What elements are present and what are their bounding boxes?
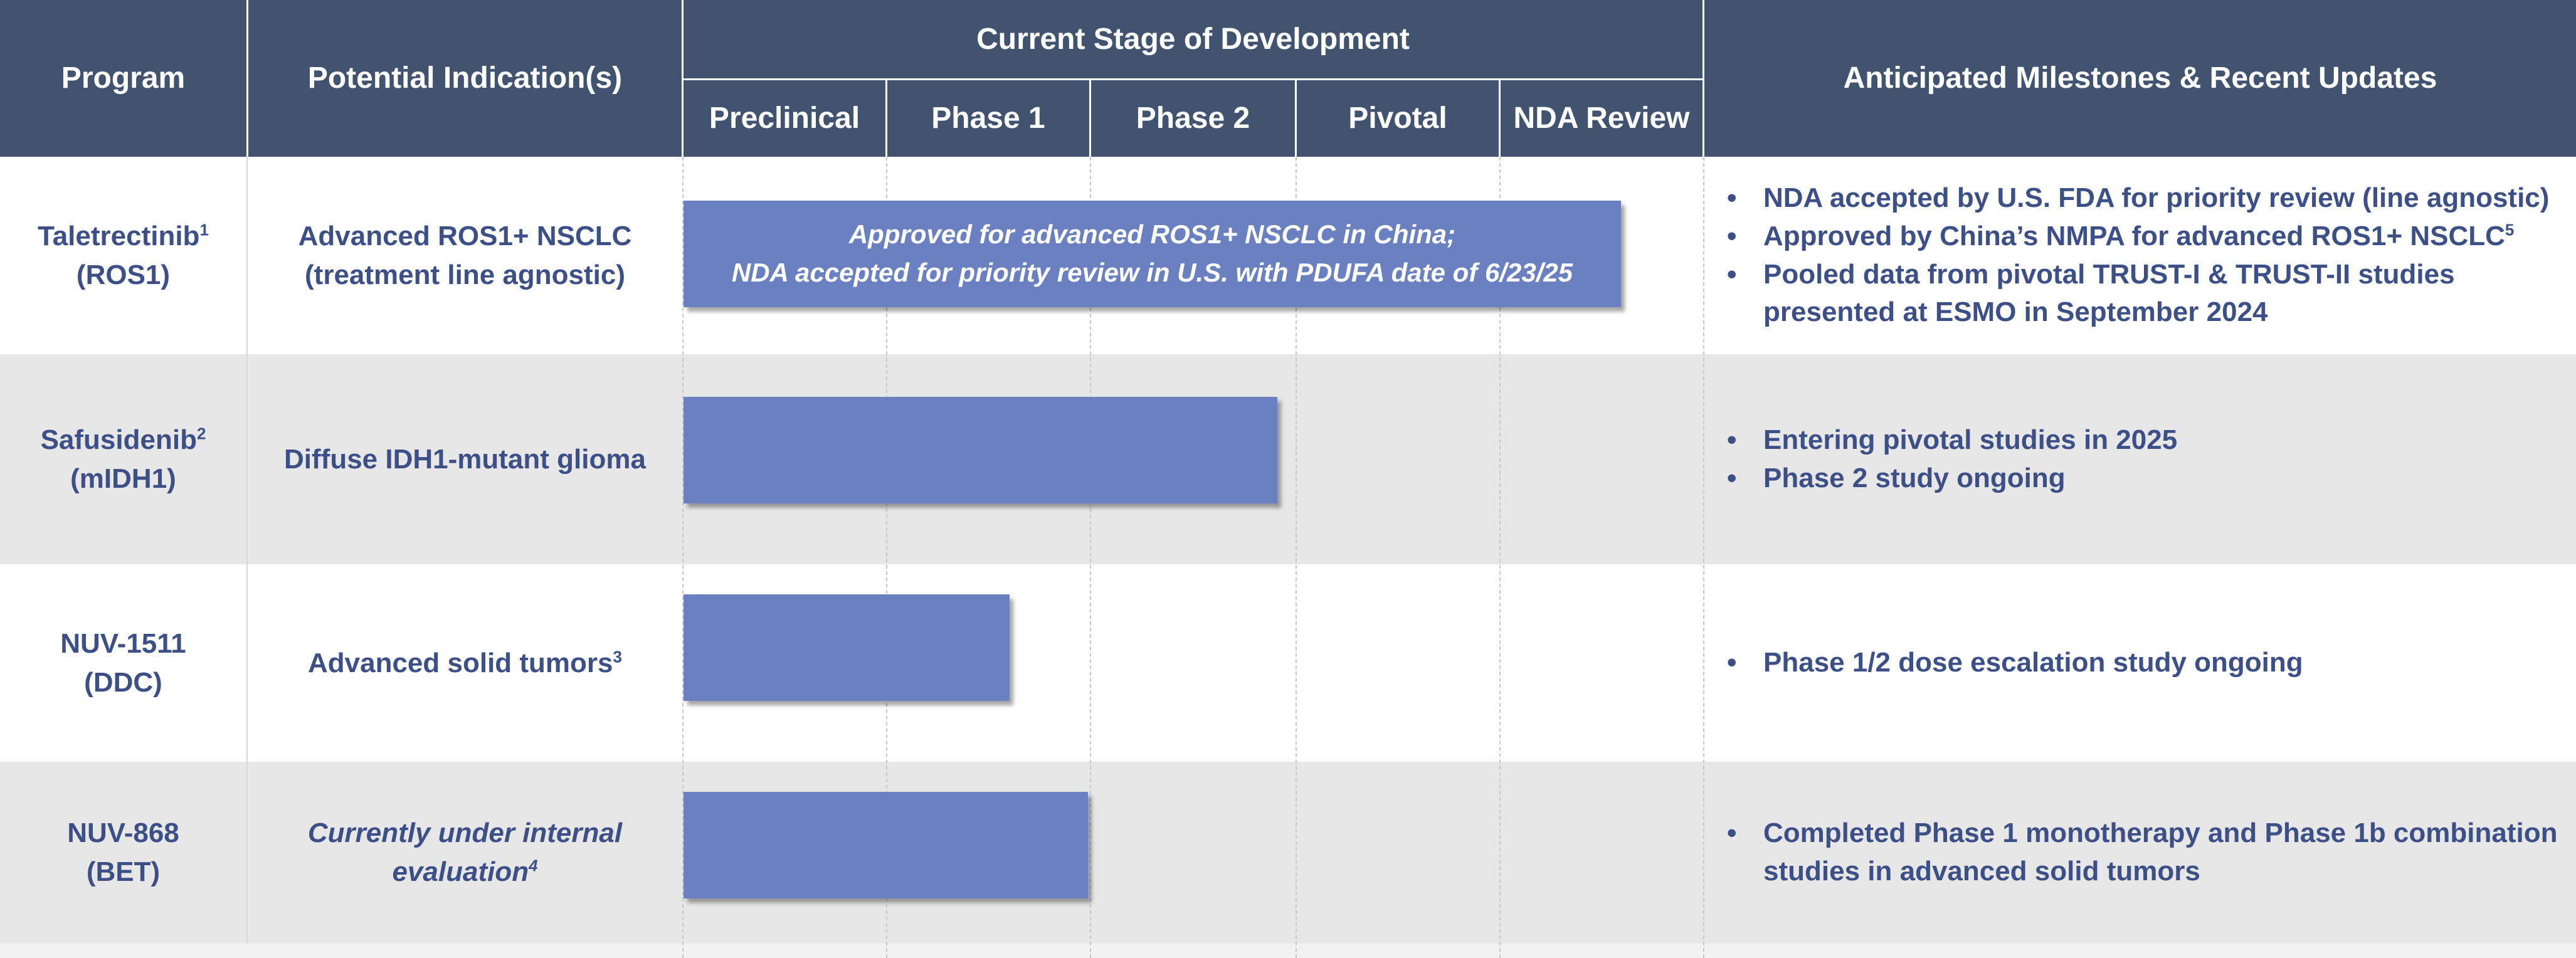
update-item: • Approved by China’s NMPA for advanced R…: [1724, 218, 2565, 256]
footnote-ref: 2: [196, 424, 206, 443]
col-divider: [1703, 157, 1704, 958]
bar-label-line: NDA accepted for priority review in U.S.…: [731, 258, 1573, 287]
update-text: Phase 2 study ongoing: [1763, 462, 2066, 493]
header-indication-label: Potential Indication(s): [307, 61, 623, 95]
footnote-ref: 3: [613, 647, 622, 666]
update-item: • Entering pivotal studies in 2025: [1724, 421, 2565, 460]
bar-label: Approved for advanced ROS1+ NSCLC in Chi…: [684, 201, 1621, 307]
update-item: • Pooled data from pivotal TRUST-I & TRUS…: [1724, 256, 2565, 332]
program-text: NUV-868 (BET): [67, 814, 179, 891]
header-stage-preclinical: Preclinical: [684, 80, 885, 157]
indication-cell: Diffuse IDH1-mutant glioma: [248, 354, 682, 564]
program-target: (DDC): [84, 666, 162, 698]
progress-bar: [684, 397, 1277, 503]
update-item: • Phase 1/2 dose escalation study ongoing: [1724, 644, 2565, 682]
bullet-icon: •: [1727, 258, 1737, 290]
bullet-icon: •: [1727, 462, 1737, 493]
footnote-ref: 4: [529, 856, 538, 875]
update-text: NDA accepted by U.S. FDA for priority re…: [1763, 182, 2550, 214]
updates-list: • NDA accepted by U.S. FDA for priority r…: [1724, 157, 2565, 354]
program-name: Taletrectinib: [38, 220, 200, 251]
program-cell: Safusidenib2 (mIDH1): [0, 354, 246, 564]
update-item: • Phase 2 study ongoing: [1724, 460, 2565, 498]
col-divider: [1499, 157, 1501, 958]
header-stage-title: Current Stage of Development: [684, 0, 1702, 78]
header-stage-title-label: Current Stage of Development: [976, 22, 1410, 56]
indication-line: Currently under internal: [307, 818, 623, 849]
indication-line: Advanced solid tumors: [307, 647, 613, 678]
header-stage-nda: NDA Review: [1501, 80, 1702, 157]
indication-line: Diffuse IDH1-mutant glioma: [284, 443, 646, 475]
program-text: Safusidenib2 (mIDH1): [41, 421, 206, 498]
bullet-icon: •: [1727, 424, 1737, 455]
indication-line: evaluation: [392, 856, 529, 887]
header-stage-phase1: Phase 1: [887, 80, 1089, 157]
col-divider: [886, 157, 887, 958]
update-text: Entering pivotal studies in 2025: [1763, 424, 2178, 455]
update-item: • NDA accepted by U.S. FDA for priority r…: [1724, 179, 2565, 218]
program-cell: Taletrectinib1 (ROS1): [0, 157, 246, 354]
indication-cell: Advanced solid tumors3: [248, 564, 682, 762]
footnote-ref: 1: [199, 220, 209, 239]
header-program: Program: [0, 0, 246, 157]
updates-list: • Entering pivotal studies in 2025 • Phase…: [1724, 354, 2565, 564]
program-cell: NUV-1511 (DDC): [0, 564, 246, 762]
indication-text: Advanced solid tumors3: [308, 644, 622, 683]
update-text: Completed Phase 1 monotherapy and Phase …: [1763, 818, 2558, 887]
stage-label: Preclinical: [709, 102, 860, 135]
indication-cell: Advanced ROS1+ NSCLC (treatment line agn…: [248, 157, 682, 354]
header-stage-phase2: Phase 2: [1091, 80, 1295, 157]
update-text: Approved by China’s NMPA for advanced RO…: [1763, 220, 2505, 251]
bottom-strip: [0, 944, 2576, 958]
progress-bar: [684, 594, 1010, 701]
header-indication: Potential Indication(s): [248, 0, 682, 157]
stage-label: Phase 2: [1136, 102, 1250, 135]
program-name: Safusidenib: [40, 424, 197, 455]
bar-label-line: Approved for advanced ROS1+ NSCLC in Chi…: [848, 219, 1456, 250]
header-milestones: Anticipated Milestones & Recent Updates: [1704, 0, 2576, 157]
indication-line: Advanced ROS1+ NSCLC: [298, 220, 632, 251]
indication-line: (treatment line agnostic): [305, 259, 625, 290]
col-divider: [246, 157, 248, 944]
indication-text: Advanced ROS1+ NSCLC (treatment line agn…: [298, 217, 632, 294]
bullet-icon: •: [1727, 220, 1737, 251]
program-target: (mIDH1): [70, 463, 176, 494]
header-stage-pivotal: Pivotal: [1297, 80, 1499, 157]
program-text: NUV-1511 (DDC): [60, 624, 186, 702]
indication-cell: Currently under internal evaluation4: [248, 762, 682, 944]
row-band-4: [0, 762, 2576, 950]
program-cell: NUV-868 (BET): [0, 762, 246, 944]
program-target: (ROS1): [76, 259, 171, 290]
row-band-2: [0, 354, 2576, 564]
header-milestones-label: Anticipated Milestones & Recent Updates: [1843, 61, 2437, 95]
progress-bar: [684, 792, 1088, 898]
program-name: NUV-1511: [60, 628, 186, 659]
footnote-ref: 5: [2505, 220, 2515, 239]
stage-label: Phase 1: [931, 102, 1045, 135]
updates-list: • Completed Phase 1 monotherapy and Phase…: [1724, 762, 2565, 944]
bullet-icon: •: [1727, 647, 1737, 678]
indication-text: Currently under internal evaluation4: [308, 814, 622, 891]
bullet-icon: •: [1727, 818, 1737, 849]
program-text: Taletrectinib1 (ROS1): [38, 217, 209, 294]
progress-bar: Approved for advanced ROS1+ NSCLC in Chi…: [684, 201, 1621, 307]
header-program-label: Program: [61, 61, 186, 95]
stage-label: Pivotal: [1348, 102, 1447, 135]
updates-list: • Phase 1/2 dose escalation study ongoing: [1724, 564, 2565, 762]
col-divider: [682, 157, 684, 958]
update-text: Pooled data from pivotal TRUST-I & TRUST…: [1763, 258, 2455, 328]
bullet-icon: •: [1727, 182, 1737, 214]
update-item: • Completed Phase 1 monotherapy and Phase…: [1724, 814, 2565, 890]
program-name: NUV-868: [67, 818, 179, 849]
col-divider: [1090, 157, 1091, 958]
update-text: Phase 1/2 dose escalation study ongoing: [1763, 647, 2303, 678]
stage-label: NDA Review: [1513, 102, 1690, 135]
col-divider: [1296, 157, 1297, 958]
program-target: (BET): [86, 856, 161, 887]
